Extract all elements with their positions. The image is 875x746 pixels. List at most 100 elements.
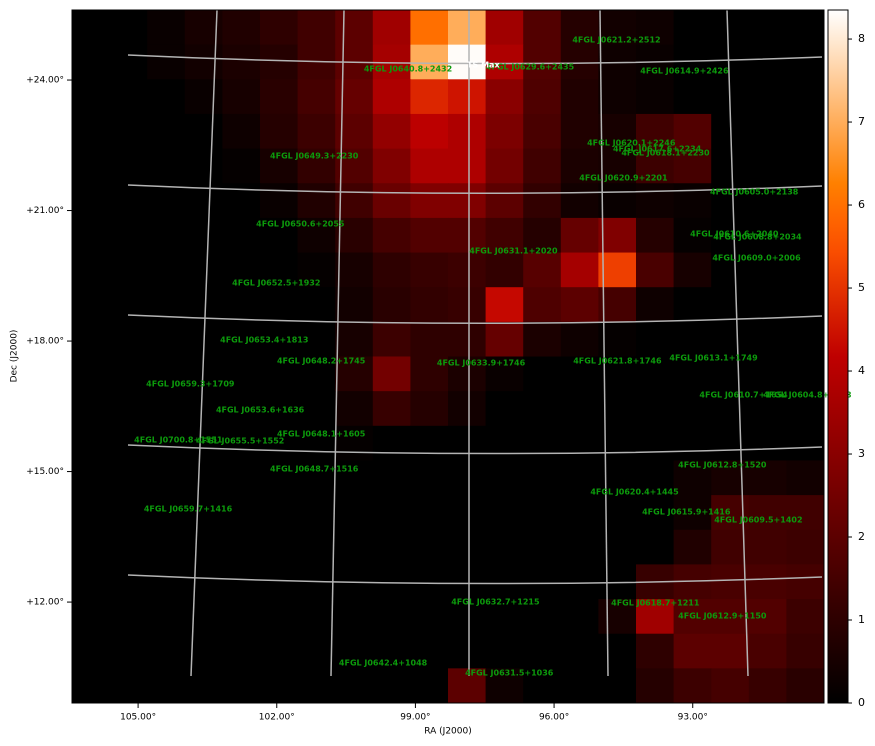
heatmap-cell	[147, 10, 186, 46]
heatmap-cell	[786, 564, 825, 600]
heatmap-cell	[523, 495, 562, 531]
heatmap-cell	[335, 425, 374, 461]
heatmap-cell	[636, 148, 675, 184]
source-label: 4FGL J0612.8+1520	[678, 461, 767, 470]
heatmap-cell	[560, 599, 599, 635]
heatmap-cell	[109, 287, 148, 323]
heatmap-cell	[72, 599, 111, 635]
heatmap-cell	[72, 113, 111, 150]
heatmap-cell	[335, 321, 374, 357]
colorbar-tick-label: 8	[858, 32, 865, 45]
heatmap-cell	[786, 113, 825, 150]
heatmap-cell	[636, 287, 675, 323]
heatmap-cell	[372, 217, 411, 254]
source-label: 4FGL J0632.7+1215	[451, 598, 540, 607]
annotation: TS Max	[467, 61, 500, 70]
heatmap-cell	[109, 495, 148, 531]
heatmap-cell	[523, 391, 562, 427]
heatmap-cell	[222, 460, 261, 496]
colorbar-tick-label: 7	[858, 115, 865, 128]
heatmap-cell	[335, 668, 374, 704]
source-label: 4FGL J0610.7+1654	[699, 391, 788, 400]
heatmap-cell	[410, 79, 449, 115]
source-label: 4FGL J0631.1+2020	[469, 247, 558, 256]
heatmap-cell	[448, 495, 487, 531]
heatmap-cell	[748, 148, 787, 184]
heatmap-cell	[786, 44, 825, 80]
heatmap-cell	[636, 79, 675, 115]
heatmap-cell	[72, 356, 111, 392]
heatmap-cell	[748, 252, 787, 288]
heatmap-cell	[260, 391, 299, 427]
heatmap-cell	[410, 668, 449, 704]
heatmap-cell	[184, 252, 223, 288]
heatmap-cell	[147, 217, 186, 254]
heatmap-cell	[636, 425, 675, 461]
heatmap-cell	[673, 287, 712, 323]
heatmap-cell	[184, 564, 223, 600]
heatmap-cell	[786, 217, 825, 254]
heatmap-cell	[636, 217, 675, 254]
heatmap-cell	[372, 287, 411, 323]
heatmap-cell	[448, 252, 487, 288]
heatmap-cell	[598, 252, 637, 288]
heatmap-cell	[673, 668, 712, 704]
heatmap-cell	[485, 10, 524, 46]
heatmap-cell	[222, 425, 261, 461]
heatmap-cell	[410, 252, 449, 288]
source-label: 4FGL J0659.3+1709	[146, 380, 235, 389]
heatmap-cell	[410, 321, 449, 357]
heatmap-cell	[335, 79, 374, 115]
heatmap-cell	[748, 321, 787, 357]
heatmap-cell	[711, 287, 750, 323]
heatmap-cell	[523, 148, 562, 184]
heatmap-cell	[147, 252, 186, 288]
heatmap-cell	[410, 183, 449, 219]
heatmap-cell	[297, 356, 336, 392]
heatmap-cell	[748, 391, 787, 427]
heatmap-cell	[184, 460, 223, 496]
heatmap-cell	[109, 217, 148, 254]
heatmap-cell	[222, 321, 261, 357]
heatmap-cell	[372, 113, 411, 150]
heatmap-cell	[523, 44, 562, 80]
colorbar-tick-label: 2	[858, 530, 865, 543]
heatmap-cell	[748, 599, 787, 635]
source-label: 4FGL J0621.8+1746	[573, 357, 662, 366]
heatmap-cell	[410, 10, 449, 46]
source-label: 4FGL J0653.4+1813	[220, 336, 308, 345]
heatmap-cell	[260, 321, 299, 357]
heatmap-cell	[72, 564, 111, 600]
heatmap-cell	[260, 564, 299, 600]
heatmap-cell	[372, 183, 411, 219]
heatmap-cell	[297, 287, 336, 323]
heatmap-cell	[109, 425, 148, 461]
heatmap-cell	[184, 529, 223, 565]
colorbar-tick-label: 3	[858, 447, 865, 460]
heatmap-cell	[523, 529, 562, 565]
heatmap-cell	[485, 113, 524, 150]
heatmap-cell	[297, 113, 336, 150]
heatmap-cell	[410, 217, 449, 254]
x-axis-label: RA (J2000)	[424, 727, 472, 737]
heatmap-cell	[109, 321, 148, 357]
heatmap-cell	[748, 10, 787, 46]
heatmap-cell	[598, 287, 637, 323]
heatmap-cell	[297, 321, 336, 357]
heatmap-cell	[673, 321, 712, 357]
heatmap-cell	[523, 668, 562, 704]
heatmap-cell	[448, 529, 487, 565]
heatmap-cell	[184, 79, 223, 115]
source-label: 4FGL J0618.7+1211	[611, 598, 700, 607]
heatmap-cell	[335, 10, 374, 46]
source-label: 4FGL J0631.5+1036	[465, 668, 554, 677]
heatmap-cell	[448, 460, 487, 496]
heatmap-cell	[711, 633, 750, 669]
heatmap-cell	[184, 148, 223, 184]
heatmap-cell	[372, 495, 411, 531]
heatmap-cell	[448, 44, 487, 80]
heatmap-cell	[297, 599, 336, 635]
heatmap-cell	[748, 633, 787, 669]
colorbar-tick-label: 6	[858, 198, 865, 211]
